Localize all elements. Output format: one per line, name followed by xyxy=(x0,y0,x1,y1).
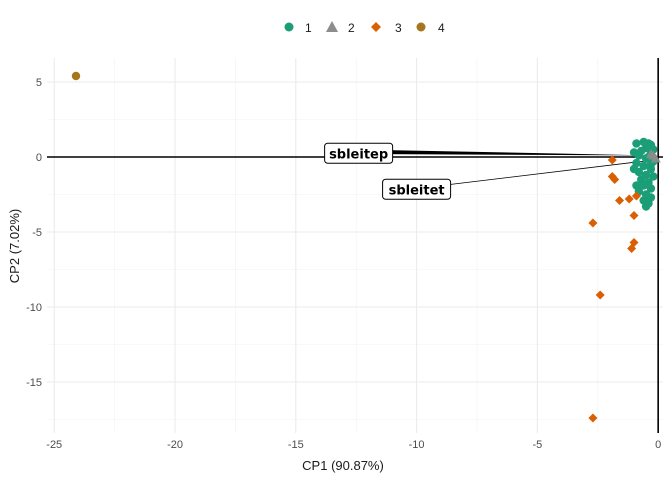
x-tick-label: -10 xyxy=(409,439,425,451)
loading-vectors xyxy=(358,149,654,189)
legend-key-2 xyxy=(326,21,338,32)
data-points xyxy=(71,71,661,423)
point-series-1 xyxy=(639,181,648,190)
point-series-3 xyxy=(627,244,637,253)
loading-label-sbleitep: sbleitep xyxy=(329,147,388,162)
point-series-3 xyxy=(610,175,620,184)
legend-label-4: 4 xyxy=(438,21,445,35)
legend: 1 2 3 4 xyxy=(284,21,445,35)
y-tick-label: -5 xyxy=(32,227,42,239)
x-axis-title: CP1 (90.87%) xyxy=(302,458,384,473)
point-series-3 xyxy=(607,155,617,165)
x-tick-label: -5 xyxy=(532,439,542,451)
point-series-4 xyxy=(71,71,81,81)
loading-vector xyxy=(358,149,654,156)
loading-label-box xyxy=(382,178,452,200)
point-series-1 xyxy=(629,148,639,157)
y-tick-label: -15 xyxy=(26,377,42,389)
grid xyxy=(47,58,663,433)
zero-lines xyxy=(47,58,663,433)
legend-label-2: 2 xyxy=(348,21,355,35)
point-series-3 xyxy=(624,194,634,204)
point-series-1 xyxy=(649,172,658,181)
legend-label-3: 3 xyxy=(395,21,402,35)
x-tick-label: 0 xyxy=(655,439,661,451)
loading-label-box xyxy=(324,142,394,164)
point-series-3 xyxy=(595,290,605,300)
point-series-1 xyxy=(646,184,656,193)
point-series-3 xyxy=(588,413,598,423)
legend-key-1 xyxy=(284,22,294,32)
loading-label-sbleitet: sbleitet xyxy=(389,183,445,198)
y-axis-title: CP2 (7.02%) xyxy=(7,209,22,283)
legend-key-3 xyxy=(371,22,381,32)
point-series-3 xyxy=(629,211,639,220)
y-tick-label: 5 xyxy=(36,77,42,89)
point-series-1 xyxy=(632,139,641,148)
x-tick-label: -25 xyxy=(46,439,62,451)
point-series-1 xyxy=(632,181,641,190)
x-tick-label: -20 xyxy=(167,439,183,451)
point-series-3 xyxy=(631,191,641,201)
y-tick-label: 0 xyxy=(36,152,42,164)
y-tick-label: -10 xyxy=(26,302,42,314)
point-series-1 xyxy=(641,202,651,211)
point-series-3 xyxy=(615,196,625,205)
legend-key-4 xyxy=(416,22,426,32)
point-series-2 xyxy=(645,149,656,158)
loading-labels: sbleitep sbleitet xyxy=(324,142,452,200)
point-series-3 xyxy=(588,218,598,228)
tick-labels: -25 -20 -15 -10 -5 0 5 0 -5 -10 -15 xyxy=(26,77,661,451)
legend-label-1: 1 xyxy=(305,21,312,35)
point-series-1 xyxy=(629,164,639,174)
loading-vector xyxy=(416,159,654,189)
point-series-1 xyxy=(639,161,648,171)
x-tick-label: -15 xyxy=(288,439,304,451)
